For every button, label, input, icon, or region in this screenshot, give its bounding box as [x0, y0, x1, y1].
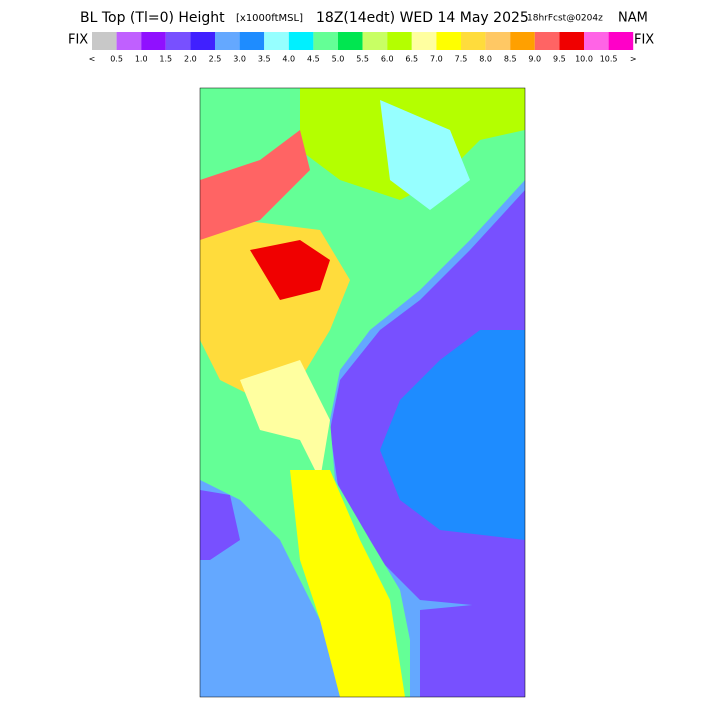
legend-label: 3.0: [233, 55, 246, 64]
legend-label: 6.5: [405, 55, 418, 64]
legend-swatch: [608, 32, 634, 50]
fix-label: FIX: [68, 33, 88, 48]
legend-swatch: [215, 32, 240, 50]
legend-label: 10.5: [600, 55, 618, 64]
legend-label: <: [89, 55, 96, 64]
legend-label: 8.0: [479, 55, 492, 64]
legend-label: 3.5: [258, 55, 271, 64]
legend-label: 1.5: [159, 55, 172, 64]
legend-label: 8.5: [504, 55, 517, 64]
color-legend: <0.5 1.0 1.5 2.0 2.5 3.0 3.5 4.0 4.5 5.0 5.5 6.0 6.5…: [89, 32, 637, 64]
legend-swatch: [190, 32, 215, 50]
legend-swatch: [338, 32, 363, 50]
title: BL Top (Tl=0) Height: [80, 10, 225, 26]
legend-swatch: [510, 32, 535, 50]
legend-label: 9.0: [528, 55, 541, 64]
legend-swatch: [559, 32, 584, 50]
valid-time: 18Z(14edt) WED 14 May 2025: [316, 10, 529, 26]
legend-label: 10.0: [575, 55, 593, 64]
legend-swatch: [288, 32, 314, 50]
legend-swatch: [92, 32, 117, 50]
legend-label: 9.5: [553, 55, 566, 64]
legend-label: 1.0: [135, 55, 148, 64]
legend-swatch: [165, 32, 191, 50]
legend-label: 6.0: [381, 55, 394, 64]
legend-label: 4.5: [307, 55, 320, 64]
legend-swatch: [264, 32, 289, 50]
legend-label: 0.5: [110, 55, 123, 64]
forecast-hour: 18hrFcst@0204z: [527, 14, 603, 24]
legend-label: 4.0: [282, 55, 295, 64]
legend-swatch: [362, 32, 388, 50]
legend-label: 7.0: [430, 55, 443, 64]
legend-swatch: [584, 32, 609, 50]
legend-swatch: [239, 32, 265, 50]
legend-swatch: [461, 32, 486, 50]
legend-swatch: [387, 32, 412, 50]
legend-label: 2.5: [209, 55, 222, 64]
legend-swatch: [485, 32, 511, 50]
legend-swatch: [116, 32, 142, 50]
legend-swatch: [534, 32, 560, 50]
legend-label: 5.0: [332, 55, 345, 64]
legend-swatch: [141, 32, 166, 50]
legend-swatch: [411, 32, 437, 50]
units: [x1000ftMSL]: [236, 13, 303, 24]
legend-label: 7.5: [455, 55, 468, 64]
map: [199, 87, 526, 698]
legend-label: 2.0: [184, 55, 197, 64]
fix-label: FIX: [634, 33, 654, 48]
legend-label: 5.5: [356, 55, 369, 64]
model: NAM: [618, 11, 648, 26]
legend-label: >: [630, 55, 637, 64]
legend-swatch: [313, 32, 338, 50]
legend-swatch: [436, 32, 461, 50]
